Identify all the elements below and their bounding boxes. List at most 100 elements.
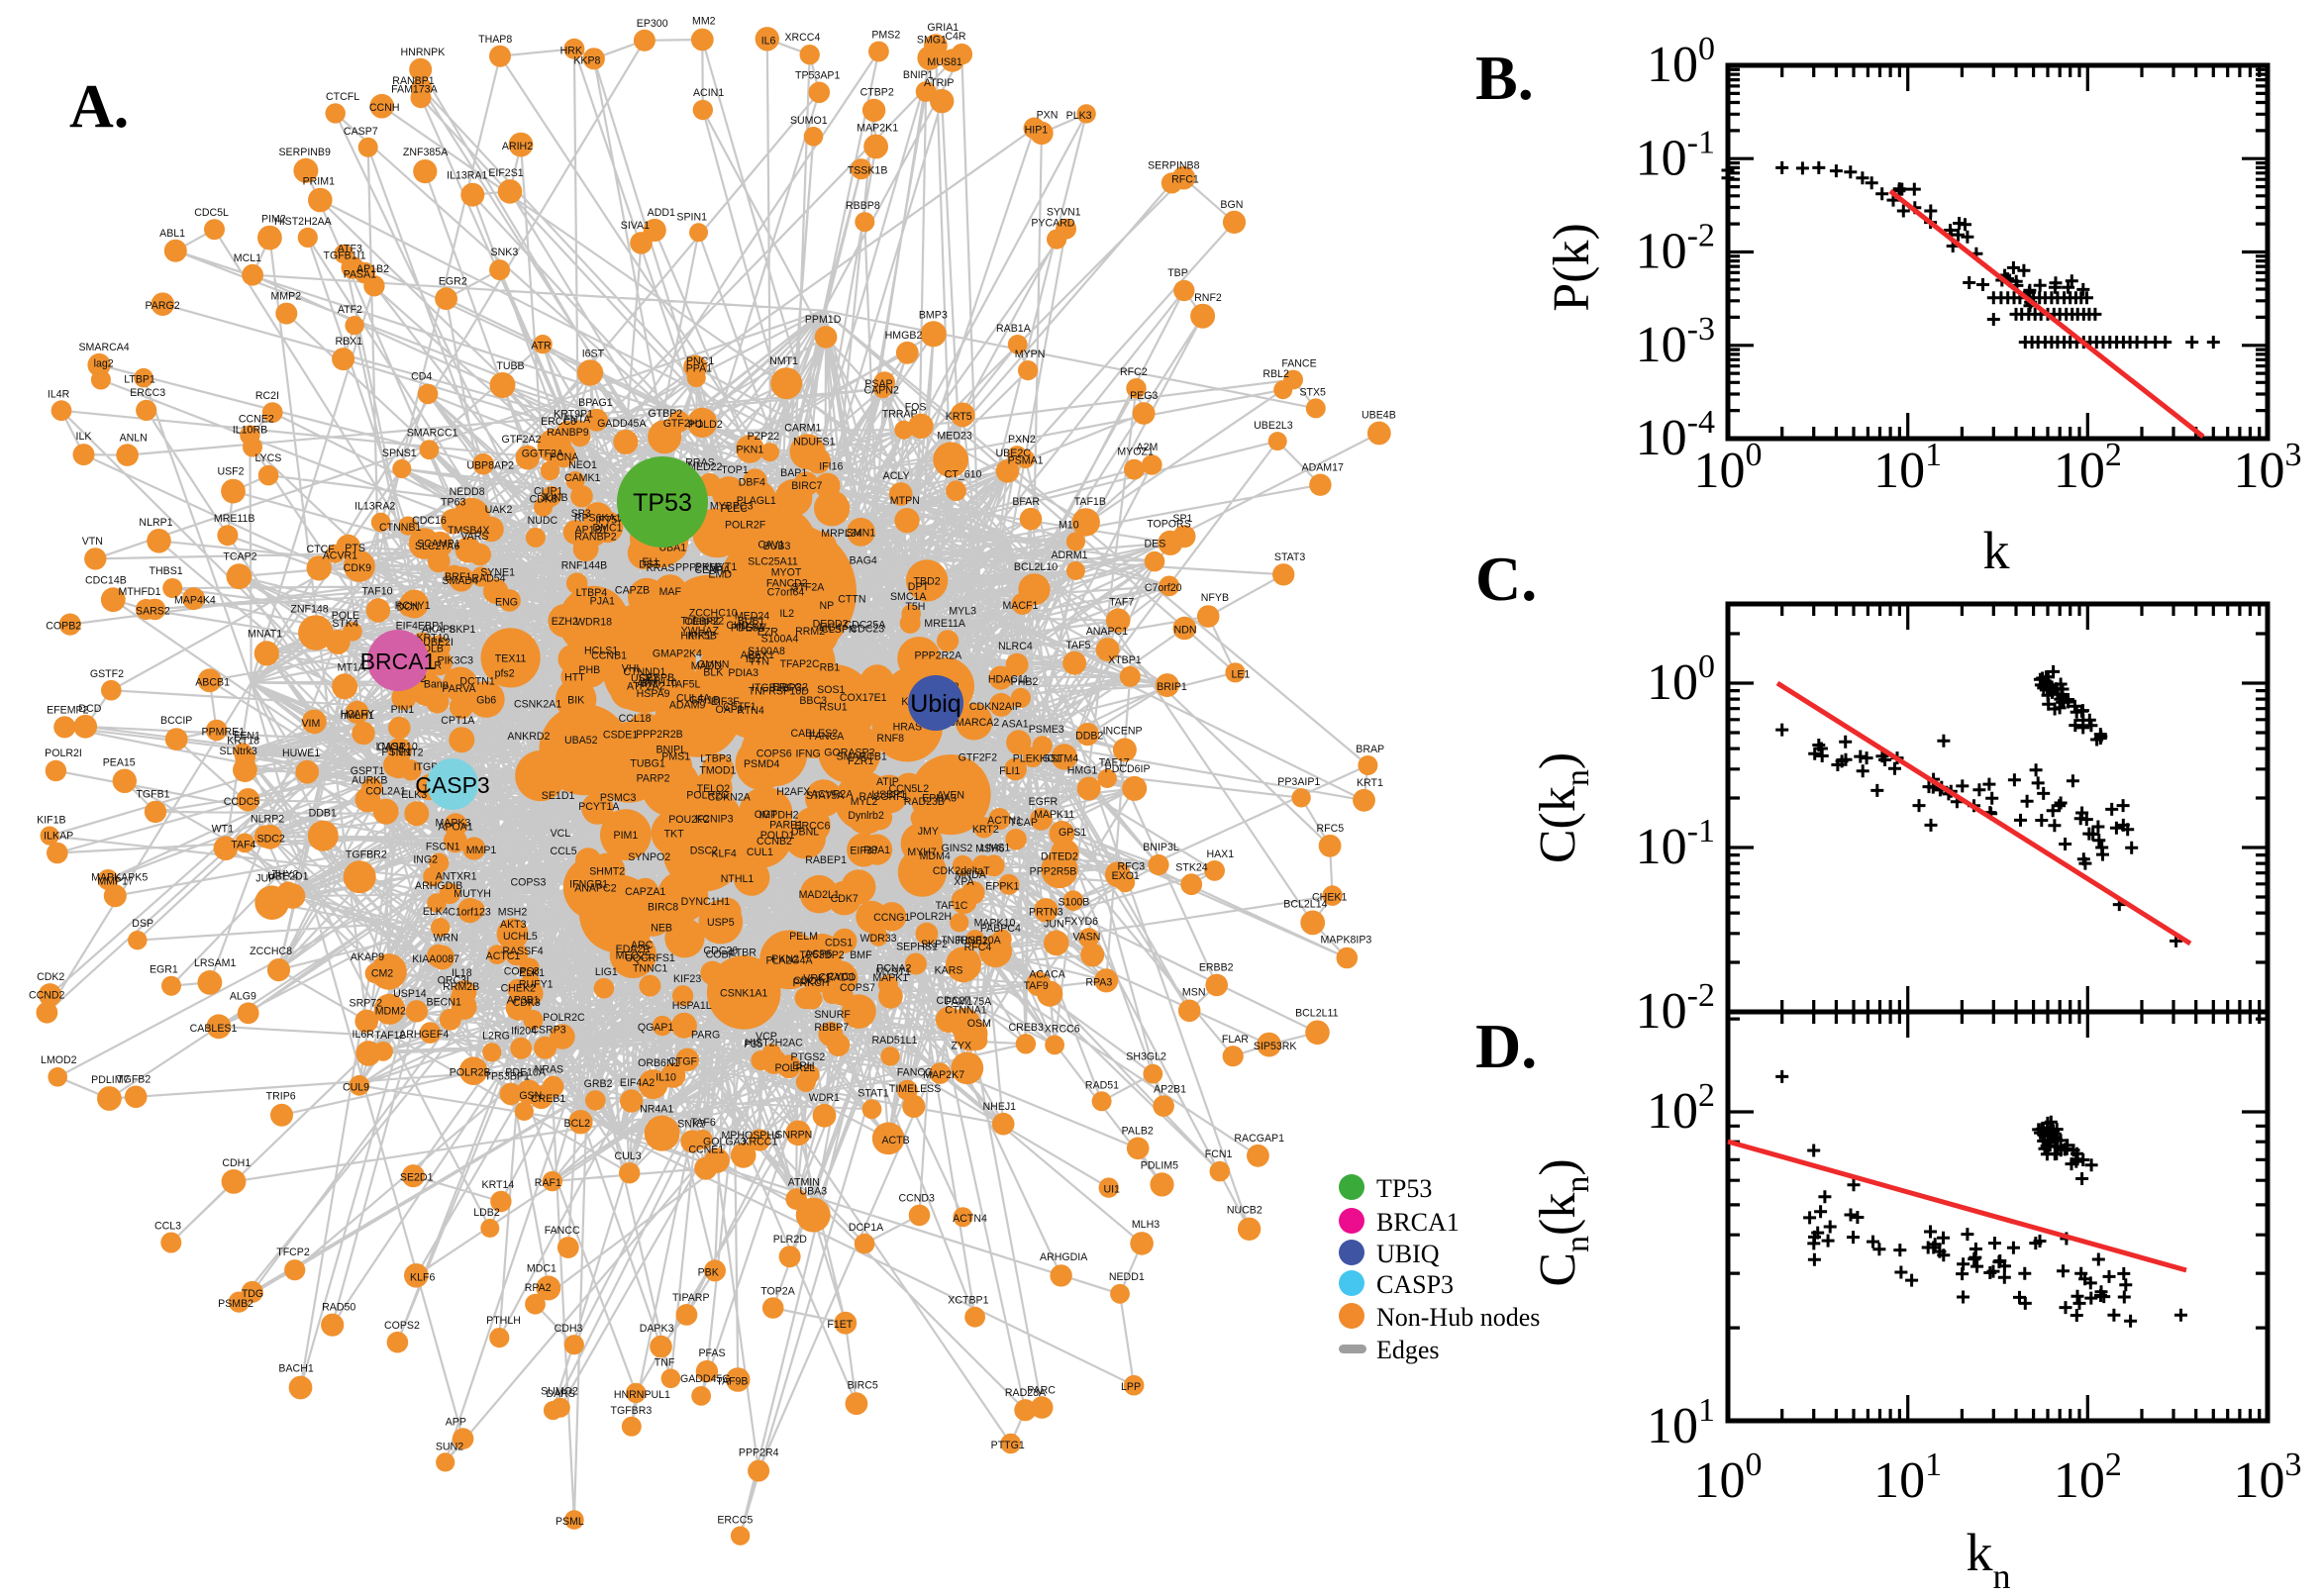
- svg-text:MYL3: MYL3: [949, 606, 976, 618]
- svg-text:USBP1: USBP1: [871, 789, 906, 801]
- svg-text:VIM: VIM: [301, 718, 320, 730]
- svg-text:lag2: lag2: [94, 358, 114, 370]
- svg-text:SPNS1: SPNS1: [382, 448, 417, 459]
- svg-text:CUL3: CUL3: [615, 1150, 642, 1162]
- svg-text:ABCB1: ABCB1: [195, 676, 230, 688]
- svg-text:CYC1: CYC1: [827, 971, 855, 983]
- svg-text:CAPZB: CAPZB: [615, 584, 650, 596]
- svg-text:JUNB2: JUNB2: [955, 936, 988, 948]
- svg-text:TAF5L: TAF5L: [669, 679, 700, 691]
- svg-text:GFI1B: GFI1B: [689, 694, 720, 706]
- svg-text:PRKCH: PRKCH: [792, 977, 829, 989]
- svg-text:GMNN: GMNN: [697, 659, 729, 671]
- svg-text:IL6: IL6: [761, 35, 776, 47]
- svg-text:GGTF2A: GGTF2A: [522, 449, 564, 460]
- svg-text:USP5: USP5: [707, 917, 735, 929]
- svg-text:IFNGR1: IFNGR1: [569, 879, 608, 891]
- svg-text:DST: DST: [639, 558, 660, 570]
- svg-text:COPS3: COPS3: [510, 876, 546, 888]
- svg-text:CAV1: CAV1: [758, 539, 784, 550]
- svg-text:EIF2S1: EIF2S1: [488, 167, 523, 179]
- svg-text:STK4: STK4: [332, 618, 358, 630]
- svg-text:WRN: WRN: [433, 933, 457, 945]
- svg-text:BRCA1: BRCA1: [1376, 1208, 1460, 1237]
- svg-text:PARG: PARG: [691, 1030, 720, 1042]
- svg-text:ERCC5: ERCC5: [717, 1515, 753, 1527]
- svg-text:FANCC: FANCC: [545, 1225, 580, 1237]
- svg-text:SMARCA2: SMARCA2: [949, 717, 999, 729]
- svg-text:BIRC8: BIRC8: [648, 901, 678, 913]
- svg-text:CDC6: CDC6: [793, 975, 822, 987]
- svg-text:UBE2I: UBE2I: [423, 637, 454, 648]
- svg-text:RBBP7: RBBP7: [814, 1022, 849, 1034]
- svg-text:POLR2L: POLR2L: [774, 1062, 815, 1074]
- svg-text:C4R: C4R: [945, 31, 966, 43]
- svg-text:LDB2: LDB2: [473, 1207, 500, 1219]
- svg-text:PCYT1A: PCYT1A: [578, 801, 620, 813]
- svg-text:ZCCHC10: ZCCHC10: [689, 608, 738, 620]
- svg-text:SMC1A: SMC1A: [890, 591, 927, 603]
- svg-text:TMSB4X: TMSB4X: [448, 525, 489, 537]
- svg-text:DCTN1: DCTN1: [459, 675, 494, 687]
- svg-text:CAPN2: CAPN2: [864, 385, 899, 397]
- svg-text:DITED2: DITED2: [1041, 850, 1078, 862]
- svg-text:HIST2H2AA: HIST2H2AA: [274, 216, 333, 228]
- svg-text:LPP: LPP: [1121, 1381, 1141, 1393]
- svg-text:CTNND1: CTNND1: [623, 666, 665, 678]
- svg-text:102: 102: [1647, 1077, 1715, 1140]
- svg-text:PXN2: PXN2: [1008, 434, 1036, 446]
- svg-text:CLSPN: CLSPN: [821, 624, 856, 636]
- svg-text:KIF23: KIF23: [673, 973, 701, 985]
- svg-text:PHB: PHB: [578, 664, 600, 676]
- svg-text:LRSAM1: LRSAM1: [194, 957, 236, 969]
- svg-text:HCLS1: HCLS1: [584, 646, 618, 657]
- svg-text:GADD45G: GADD45G: [680, 1373, 731, 1385]
- svg-text:BBC3: BBC3: [799, 695, 827, 707]
- svg-text:EFEMP2: EFEMP2: [47, 704, 88, 716]
- svg-text:STK24: STK24: [1175, 861, 1207, 873]
- svg-text:WDR18: WDR18: [575, 616, 612, 628]
- svg-text:SUMO1: SUMO1: [790, 115, 828, 127]
- svg-text:ATR: ATR: [531, 341, 552, 352]
- svg-text:WDR1: WDR1: [809, 1092, 840, 1104]
- svg-text:RNF144B: RNF144B: [561, 559, 608, 571]
- svg-text:RBX1: RBX1: [335, 336, 362, 348]
- svg-text:VASN: VASN: [1072, 932, 1100, 944]
- svg-text:ARHGEF4: ARHGEF4: [399, 1029, 449, 1041]
- svg-text:THAP8: THAP8: [478, 34, 512, 46]
- svg-text:PPA1: PPA1: [686, 363, 712, 375]
- svg-text:CASP3: CASP3: [1376, 1270, 1454, 1299]
- svg-text:PSAP: PSAP: [864, 378, 892, 390]
- svg-text:TCAP2: TCAP2: [223, 550, 256, 562]
- svg-text:HMG1: HMG1: [1067, 765, 1098, 777]
- svg-text:PARP2: PARP2: [637, 773, 670, 785]
- svg-text:LMO4: LMO4: [376, 742, 405, 753]
- svg-text:C1orf123: C1orf123: [448, 907, 491, 919]
- svg-text:GTF2F2: GTF2F2: [959, 752, 998, 764]
- svg-text:DYNC1H1: DYNC1H1: [681, 896, 731, 908]
- svg-text:LIG4: LIG4: [819, 622, 842, 634]
- svg-text:TGFB1I1: TGFB1I1: [324, 249, 366, 261]
- svg-text:NUCB2: NUCB2: [1227, 1205, 1262, 1217]
- svg-text:OAF3: OAF3: [715, 704, 743, 716]
- svg-text:RUFY1: RUFY1: [519, 978, 554, 990]
- svg-text:BRF1: BRF1: [445, 571, 471, 583]
- svg-text:EDA2R: EDA2R: [616, 944, 652, 955]
- svg-text:TAF12: TAF12: [374, 1030, 405, 1042]
- svg-text:CCNH: CCNH: [369, 102, 400, 114]
- svg-text:PRIM1: PRIM1: [303, 176, 335, 188]
- svg-text:GSN: GSN: [519, 1090, 542, 1102]
- svg-text:EP300: EP300: [637, 18, 668, 30]
- svg-text:RAD54: RAD54: [471, 573, 505, 585]
- svg-text:ING2: ING2: [413, 853, 438, 865]
- svg-text:TIMELESS: TIMELESS: [889, 1083, 941, 1095]
- svg-text:BIRC7: BIRC7: [791, 480, 822, 492]
- svg-text:USF2: USF2: [217, 466, 244, 478]
- svg-text:JUN: JUN: [1044, 919, 1064, 931]
- svg-text:KRT10: KRT10: [417, 633, 450, 645]
- svg-text:BCL2L10: BCL2L10: [1014, 561, 1058, 573]
- svg-text:ASA1: ASA1: [1002, 718, 1029, 730]
- svg-text:ADRM1: ADRM1: [1051, 549, 1087, 561]
- svg-text:C7orf20: C7orf20: [1145, 582, 1182, 594]
- svg-text:CAMK1: CAMK1: [564, 472, 601, 484]
